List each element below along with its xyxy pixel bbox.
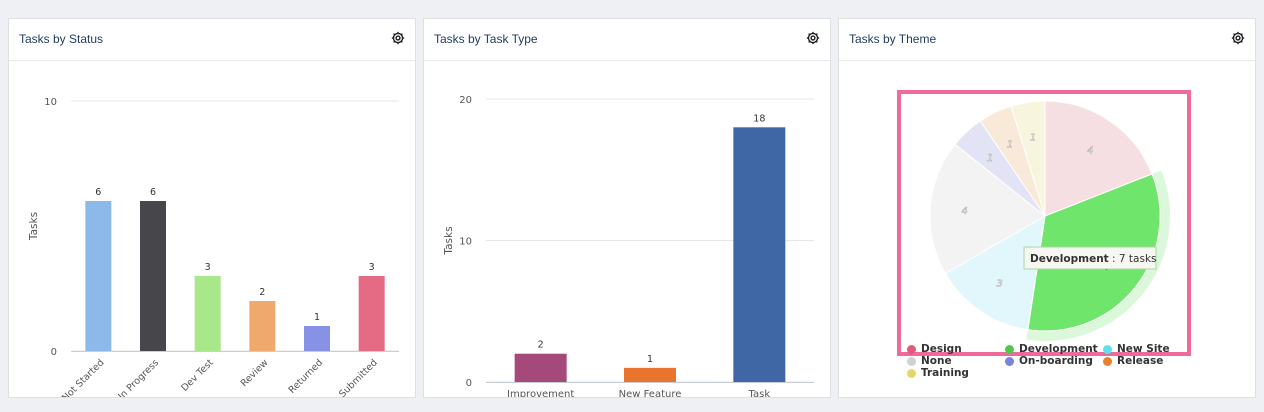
- data-label: 3: [205, 262, 211, 273]
- bar: [249, 301, 276, 351]
- bar: [514, 353, 567, 382]
- data-label: 6: [95, 187, 101, 198]
- data-label: 2: [259, 287, 265, 298]
- pie-data-label: 3: [996, 279, 1002, 290]
- legend-marker: [1103, 345, 1112, 354]
- pie-data-label: 1: [1030, 132, 1036, 143]
- tasks-by-task-type-panel: Tasks by Task Type 0 10 20 Tasks 2 Improvemen…: [423, 18, 831, 398]
- x-tick-label: New Feature: [619, 389, 682, 397]
- bar: [140, 201, 166, 351]
- gear-icon[interactable]: [391, 31, 405, 45]
- legend-marker: [907, 369, 916, 378]
- pie-slice: [1044, 100, 1153, 217]
- x-tick-label: Not Started: [60, 357, 106, 397]
- y-tick-label: 20: [459, 95, 472, 106]
- legend-label: None: [921, 355, 952, 367]
- panel-title: Tasks by Theme: [849, 32, 937, 46]
- legend-label: On-boarding: [1019, 355, 1093, 367]
- panel-header: Tasks by Task Type: [424, 19, 830, 61]
- legend-marker: [1005, 357, 1014, 366]
- pie-data-label: 1: [1007, 139, 1013, 150]
- x-tick-label: Task: [748, 389, 771, 397]
- bar: [85, 201, 112, 351]
- panel-title: Tasks by Status: [19, 32, 104, 46]
- tooltip: Development : 7 tasks: [1030, 253, 1157, 265]
- pie-data-label: 1: [987, 153, 993, 164]
- pie-slice: [944, 215, 1046, 331]
- x-tick-label: Review: [239, 357, 271, 389]
- panel-title: Tasks by Task Type: [434, 32, 538, 46]
- legend-label: Training: [921, 367, 969, 379]
- legend-marker: [907, 345, 916, 354]
- panel-header: Tasks by Theme: [839, 19, 1255, 61]
- x-tick-label: Submitted: [337, 357, 380, 397]
- data-label: 1: [647, 354, 653, 365]
- theme-pie-chart: 4734111Development : 7 tasks: [897, 90, 1191, 356]
- pie-data-label: 4: [962, 206, 968, 217]
- data-label: 2: [538, 340, 544, 351]
- data-label: 6: [150, 187, 156, 198]
- gear-icon[interactable]: [1231, 31, 1245, 45]
- bar: [358, 276, 385, 351]
- tooltip-box: [1023, 246, 1157, 270]
- y-axis-label: Tasks: [443, 226, 455, 255]
- tasks-by-status-panel: Tasks by Status 0 10 Tasks 6 Not Started 6 In …: [8, 18, 416, 398]
- bar: [624, 367, 676, 382]
- pie-slice: [1010, 100, 1046, 217]
- pie-data-label: 4: [1087, 145, 1093, 156]
- y-tick-label: 10: [44, 97, 57, 108]
- legend-label: Design: [921, 343, 962, 355]
- x-tick-label: In Progress: [116, 357, 161, 397]
- pie-slice: [929, 143, 1046, 275]
- panel-header: Tasks by Status: [9, 19, 415, 61]
- task-type-bar-chart: 0 10 20 Tasks 2 Improvement 1 New Feature 18 Task: [443, 95, 814, 397]
- legend-label: Release: [1117, 355, 1164, 367]
- highlight-box: [897, 90, 1191, 356]
- legend-marker: [1005, 345, 1014, 354]
- bar: [733, 127, 786, 382]
- x-tick-label: Returned: [287, 357, 325, 395]
- gear-icon[interactable]: [806, 31, 820, 45]
- pie-legend: Design Development New Site None On-boarding…: [907, 343, 1237, 383]
- data-label: 1: [314, 312, 320, 323]
- legend-marker: [907, 357, 916, 366]
- x-tick-label: Improvement: [507, 389, 574, 397]
- y-tick-label: 0: [466, 378, 472, 389]
- y-tick-label: 10: [459, 237, 472, 248]
- data-label: 18: [753, 113, 765, 124]
- status-bar-chart: 0 10 Tasks 6 Not Started 6 In Progress 3 Dev Tes…: [28, 97, 399, 397]
- x-tick-label: Dev Test: [179, 357, 216, 394]
- y-tick-label: 0: [51, 347, 57, 358]
- data-label: 3: [369, 262, 375, 273]
- legend-marker: [1103, 357, 1112, 366]
- y-axis-label: Tasks: [28, 212, 40, 241]
- legend-label: Development: [1019, 343, 1098, 355]
- bar: [304, 326, 330, 351]
- legend-label: New Site: [1117, 343, 1170, 355]
- bar: [194, 276, 221, 351]
- tasks-by-theme-panel: Tasks by Theme 4734111Development : 7 ta…: [838, 18, 1256, 398]
